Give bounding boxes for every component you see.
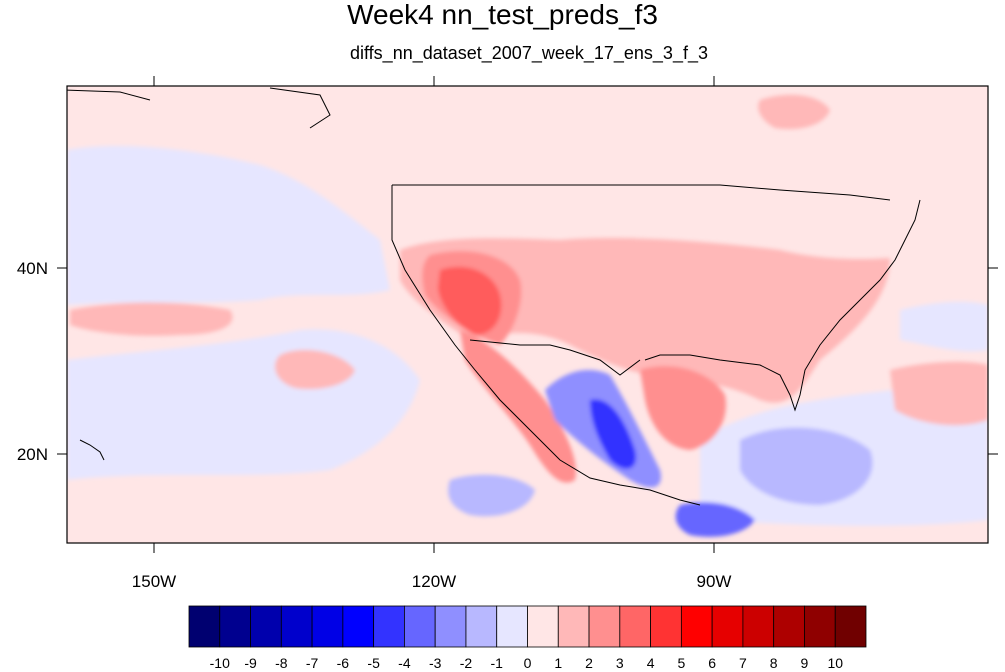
colorbar-swatch	[342, 605, 375, 648]
colorbar-tick-label: 7	[739, 655, 747, 671]
lon-label-120w: 120W	[412, 572, 456, 591]
colorbar-swatch	[711, 605, 744, 648]
lon-label-150w: 150W	[132, 572, 176, 591]
red-region-gulf	[640, 366, 726, 450]
colorbar-swatch	[404, 605, 436, 648]
colorbar-swatch	[219, 605, 251, 648]
lon-label-90w: 90W	[697, 572, 732, 591]
colorbar-tick-label: -8	[275, 655, 288, 671]
red-region-west-mexico	[460, 330, 576, 483]
pink-region-canada	[758, 94, 830, 130]
colorbar-tick-label: 0	[524, 655, 532, 671]
colorbar-tick-label: 3	[616, 655, 624, 671]
colorbar-swatch	[773, 605, 805, 648]
colorbar-swatch	[804, 605, 836, 648]
map-ticks	[57, 76, 998, 553]
blue-region-atlantic	[900, 301, 988, 352]
colorbar-swatch	[434, 605, 467, 648]
lat-label-20n: 20N	[17, 445, 48, 464]
colorbar-swatch	[527, 605, 559, 648]
map-frame	[66, 85, 989, 544]
colorbar-tick-label: -9	[244, 655, 257, 671]
anomaly-field	[67, 86, 988, 543]
colorbar-tick-label: -5	[367, 655, 380, 671]
blue-region-central-america	[675, 502, 755, 537]
red-region-arizona	[438, 266, 502, 335]
colorbar-tick-label: 2	[585, 655, 593, 671]
blue-region-mexico-core	[590, 399, 636, 469]
pacific-coast	[391, 185, 701, 506]
mexico-border	[469, 339, 641, 376]
colorbar-tick-label: -10	[210, 655, 230, 671]
colorbar-tick-label: 6	[708, 655, 716, 671]
lat-label-40n: 40N	[17, 259, 48, 278]
plot-title: Week4 nn_test_preds_f3	[347, 0, 658, 30]
colorbar-tick-label: -2	[460, 655, 473, 671]
canada-border	[392, 184, 891, 201]
colorbar-tick-label: -3	[429, 655, 442, 671]
blue-region-pacific-south	[448, 474, 535, 517]
colorbar-tick-label: 4	[647, 655, 655, 671]
colorbar-swatch	[588, 605, 621, 648]
colorbar-tick-label: -1	[491, 655, 504, 671]
colorbar-swatch	[619, 605, 651, 648]
colorbar	[188, 605, 867, 648]
alaska-coast	[67, 87, 331, 129]
pink-region-atlantic	[890, 361, 988, 426]
colorbar-tick-label: -7	[306, 655, 319, 671]
colorbar-swatch	[280, 605, 313, 648]
colorbar-labels: -10 -9 -8 -7 -6 -5 -4 -3 -2 -1 0 1 2 3 4 5 6 7 8 9 10	[210, 655, 844, 671]
colorbar-swatch	[680, 605, 713, 648]
blue-region-pacific-north	[67, 145, 390, 305]
colorbar-swatch	[742, 605, 775, 648]
colorbar-tick-label: 1	[554, 655, 562, 671]
hawaii	[79, 439, 105, 461]
colorbar-tick-label: -6	[337, 655, 350, 671]
colorbar-swatch	[650, 605, 682, 648]
colorbar-tick-label: 9	[801, 655, 809, 671]
colorbar-tick-label: 10	[827, 655, 843, 671]
colorbar-tick-label: 8	[770, 655, 778, 671]
colorbar-swatch	[250, 605, 282, 648]
colorbar-tick-label: 5	[677, 655, 685, 671]
pink-region-usa	[400, 238, 890, 403]
pink-region-pacific-1	[70, 302, 233, 336]
colorbar-swatch	[188, 605, 221, 648]
colorbar-swatch	[557, 605, 590, 648]
gulf-atlantic-coast	[644, 199, 921, 412]
plot-subtitle: diffs_nn_dataset_2007_week_17_ens_3_f_3	[350, 43, 708, 63]
coastlines	[67, 87, 921, 506]
pink-region-pacific-2	[275, 350, 355, 390]
colorbar-swatch	[373, 605, 405, 648]
colorbar-swatch	[311, 605, 344, 648]
colorbar-swatch	[496, 605, 528, 648]
colorbar-swatch	[465, 605, 498, 648]
colorbar-swatch	[834, 605, 867, 648]
blue-region-caribbean	[740, 427, 873, 505]
colorbar-tick-label: -4	[398, 655, 411, 671]
